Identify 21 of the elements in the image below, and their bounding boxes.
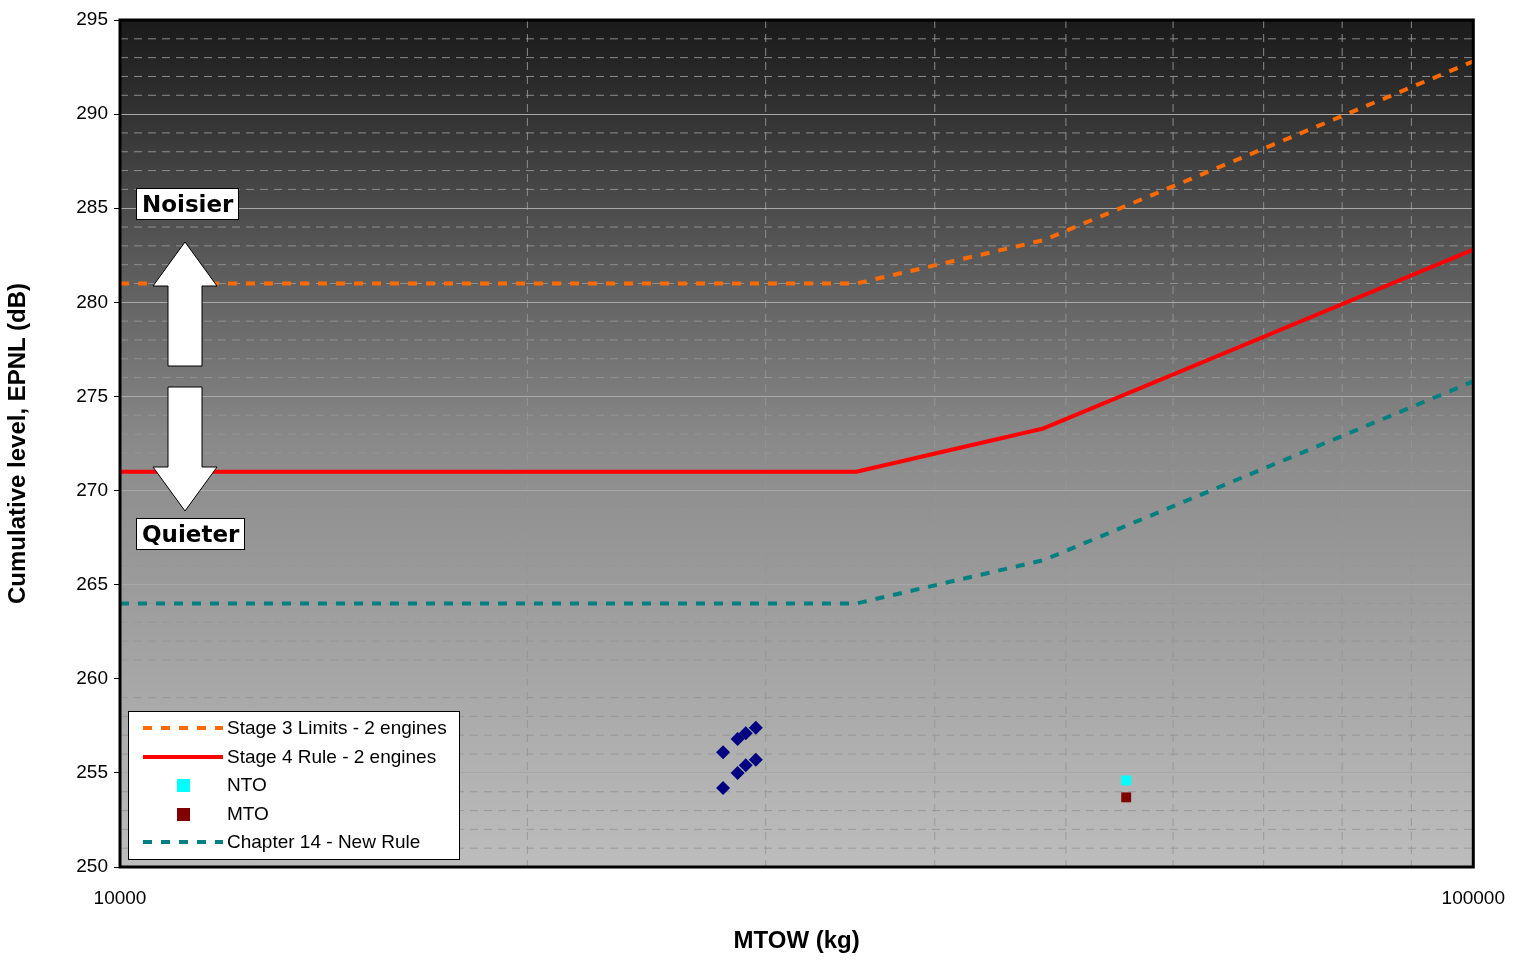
y-axis-title: Cumulative level, EPNL (dB) (3, 283, 31, 604)
x-tick-label: 100000 (1441, 886, 1505, 908)
legend-label: NTO (227, 774, 267, 797)
y-tick-label: 250 (76, 855, 108, 877)
y-tick-label: 280 (76, 290, 108, 312)
legend-label: Stage 4 Rule - 2 engines (227, 745, 437, 768)
y-tick-label: 270 (76, 478, 108, 500)
legend-label: MTO (227, 802, 269, 825)
y-tick-label: 255 (76, 761, 108, 783)
y-tick-label: 290 (76, 102, 108, 124)
y-tick-label: 295 (76, 8, 108, 30)
y-tick-label: 260 (76, 667, 108, 689)
annotation: Quieter (136, 518, 246, 550)
legend-label: Chapter 14 - New Rule (227, 831, 421, 854)
y-tick-label: 265 (76, 572, 108, 594)
y-tick-label: 275 (76, 384, 108, 406)
annotation: Noisier (136, 188, 240, 220)
x-axis-title: MTOW (kg) (733, 926, 860, 954)
x-tick-label: 10000 (93, 886, 147, 908)
legend-label: Stage 3 Limits - 2 engines (227, 717, 447, 740)
y-tick-label: 285 (76, 196, 108, 218)
